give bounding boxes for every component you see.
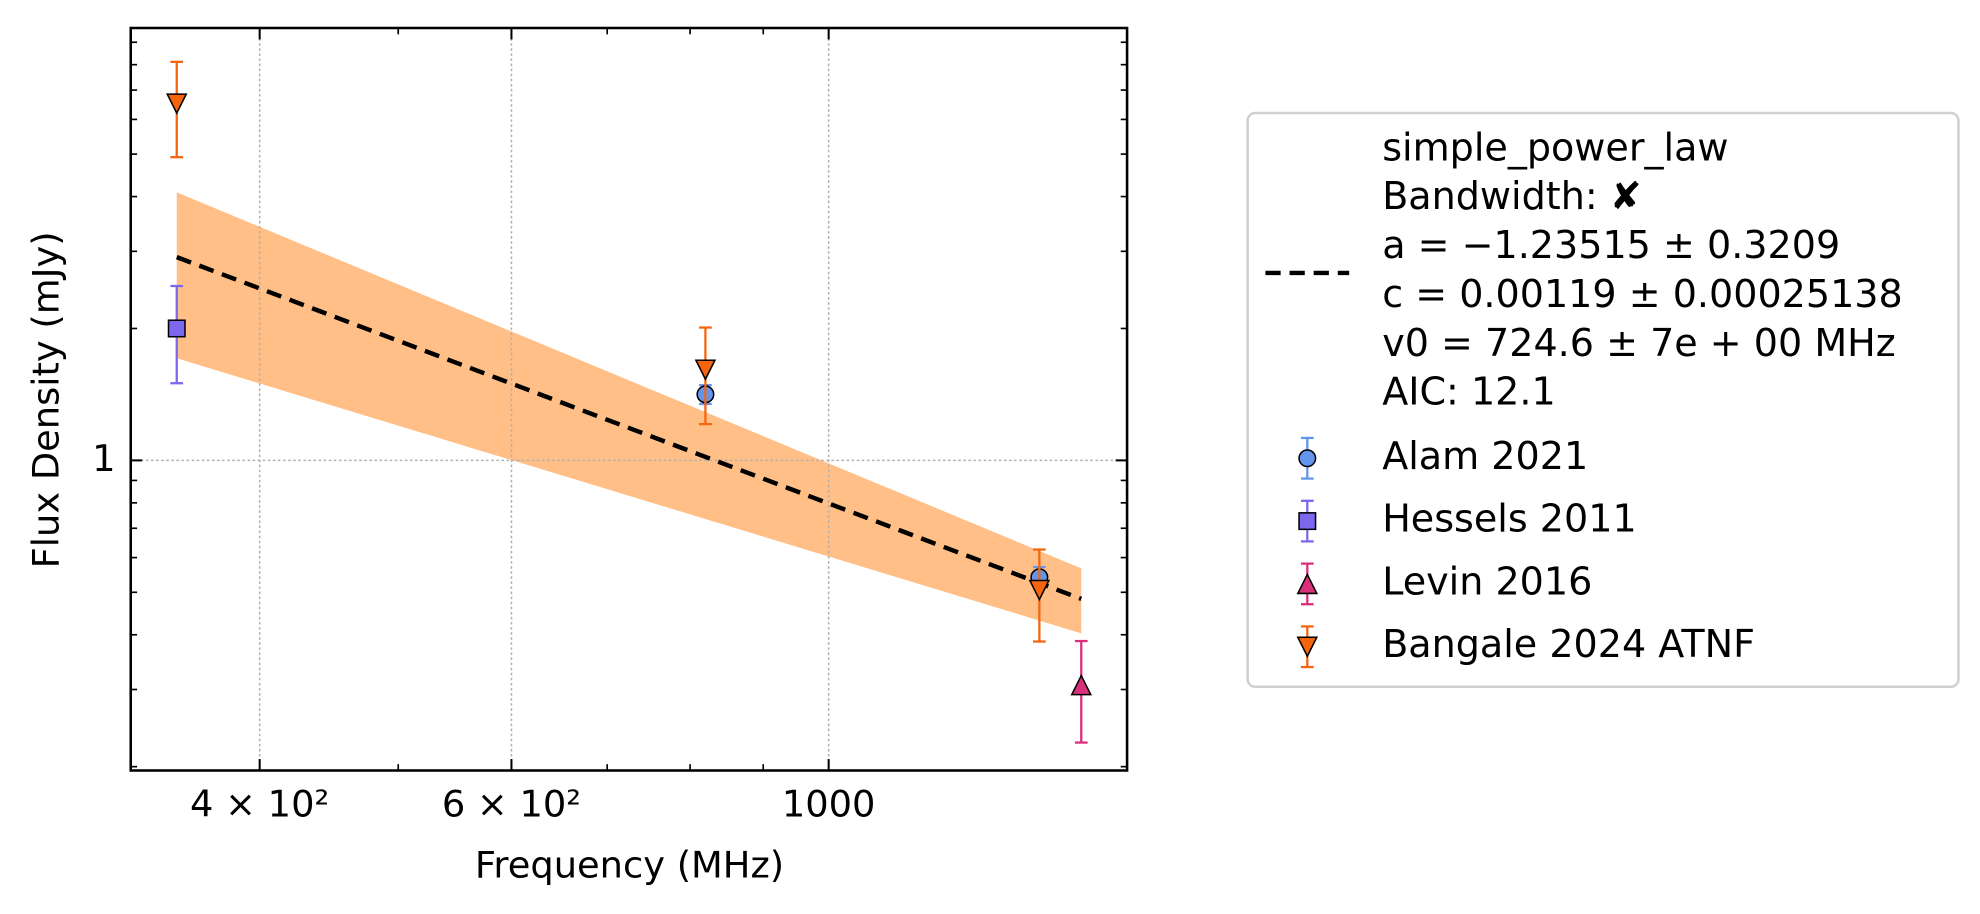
x-axis-label: Frequency (MHz) <box>475 843 784 886</box>
legend-box <box>1246 111 1960 688</box>
x-tick-label: 6 × 10² <box>442 783 581 826</box>
plot-frame <box>129 26 1129 772</box>
x-tick-label: 4 × 10² <box>190 783 329 826</box>
legend-label: simple_power_law <box>1382 125 1728 169</box>
fit-band <box>176 192 1082 634</box>
marker <box>165 93 188 115</box>
legend-label: Alam 2021 <box>1382 434 1588 478</box>
legend-label: Bangale 2024 ATNF <box>1382 622 1755 666</box>
marker <box>1028 579 1051 602</box>
legend-label: Bandwidth: ✘ <box>1382 174 1641 218</box>
y-axis-label: Flux Density (mJy) <box>25 231 68 568</box>
legend-label: a = −1.23515 ± 0.3209 <box>1382 223 1840 267</box>
marker <box>1296 636 1319 658</box>
fit-line <box>175 255 1083 601</box>
marker <box>167 319 186 338</box>
legend-label: Levin 2016 <box>1382 559 1592 603</box>
marker <box>1298 512 1317 531</box>
marker <box>1296 572 1319 595</box>
x-tick-label: 1000 <box>782 783 876 826</box>
marker <box>1298 449 1317 468</box>
marker <box>1070 673 1093 696</box>
legend-label: Hessels 2011 <box>1382 497 1637 541</box>
legend-label: AIC: 12.1 <box>1382 370 1556 414</box>
legend-label: c = 0.00119 ± 0.00025138 <box>1382 272 1903 316</box>
marker <box>694 359 717 381</box>
y-tick-label: 1 <box>92 437 115 480</box>
legend-label: v0 = 724.6 ± 7e + 00 MHz <box>1382 321 1896 365</box>
